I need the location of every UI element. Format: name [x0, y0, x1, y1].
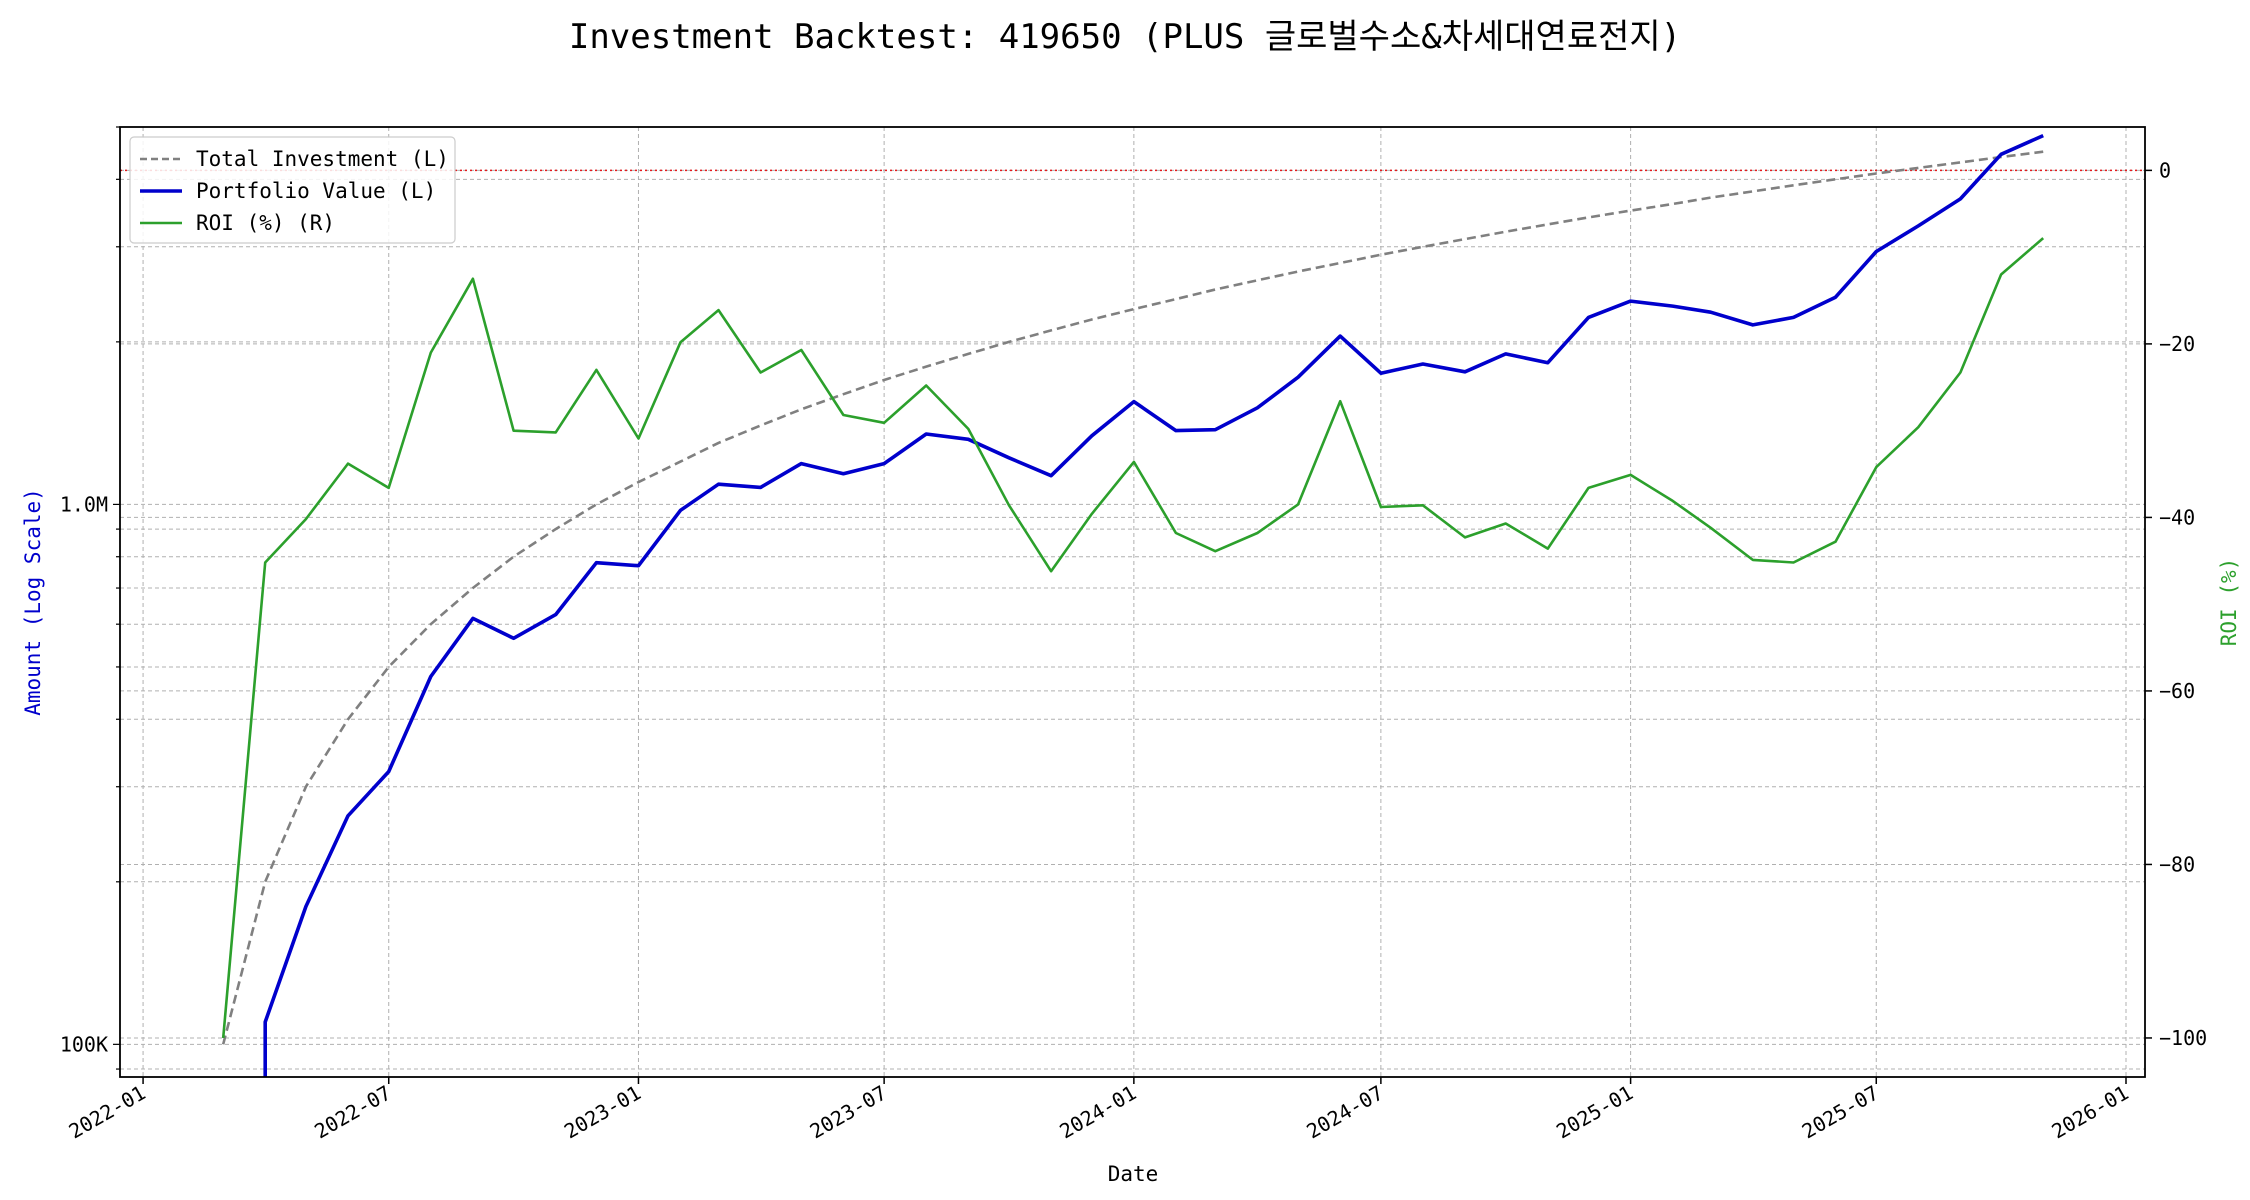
- x-tick-label: 2023-07: [806, 1081, 891, 1144]
- legend-label: Portfolio Value (L): [196, 179, 436, 203]
- x-axis: 2022-01 2022-07 2023-01 2023-07 2024-01 2024-…: [65, 1077, 2132, 1144]
- x-axis-label: Date: [1108, 1162, 1159, 1186]
- x-tick-label: 2024-01: [1055, 1081, 1140, 1144]
- legend: Total Investment (L) Portfolio Value (L) R…: [129, 136, 456, 244]
- grid: [120, 126, 2145, 1077]
- legend-label: Total Investment (L): [196, 147, 449, 171]
- left-tick-label: 1.0M: [60, 492, 108, 516]
- x-tick-label: 2025-07: [1798, 1081, 1883, 1144]
- series-line-0: [221, 150, 2044, 1045]
- chart-title: Investment Backtest: 419650 (PLUS 글로벌수소&…: [569, 17, 1681, 57]
- right-y-axis-label: ROI (%): [2217, 558, 2241, 647]
- x-tick-label: 2023-01: [560, 1081, 645, 1144]
- right-tick-label: −80: [2159, 852, 2195, 876]
- right-tick-label: 0: [2159, 158, 2171, 182]
- series-line-2: [221, 237, 2045, 1039]
- x-tick-label: 2026-01: [2047, 1081, 2132, 1144]
- x-tick-label: 2025-01: [1552, 1081, 1637, 1144]
- legend-label: ROI (%) (R): [196, 211, 335, 235]
- x-tick-label: 2024-07: [1302, 1081, 1387, 1144]
- plot-frame: [119, 126, 2146, 1078]
- series-layer: [221, 133, 2045, 1077]
- x-tick-label: 2022-01: [65, 1081, 150, 1144]
- left-tick-label: 100K: [60, 1032, 108, 1056]
- legend-box: [129, 136, 456, 244]
- series-line-1: [263, 133, 2044, 1077]
- right-y-axis: 0 −20 −40 −60 −80 −100: [2145, 158, 2207, 1050]
- right-tick-label: −20: [2159, 332, 2195, 356]
- right-tick-label: −100: [2159, 1026, 2207, 1050]
- x-tick-label: 2022-07: [310, 1081, 395, 1144]
- right-tick-label: −40: [2159, 505, 2195, 529]
- left-y-axis-label: Amount (Log Scale): [21, 488, 45, 716]
- right-tick-label: −60: [2159, 679, 2195, 703]
- left-y-axis: 100K 1.0M: [60, 126, 120, 1070]
